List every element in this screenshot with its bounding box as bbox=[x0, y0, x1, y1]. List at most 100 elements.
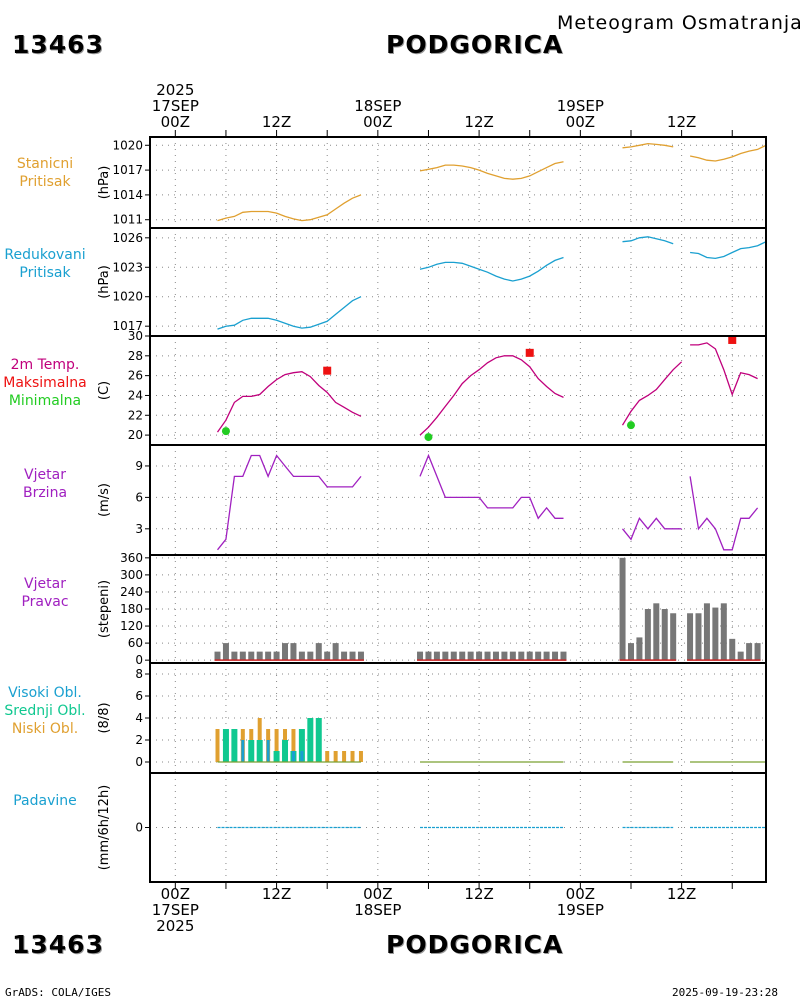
series-line bbox=[419, 256, 564, 282]
series-line bbox=[217, 194, 362, 222]
wind-direction-bar bbox=[653, 603, 660, 661]
cloud-bar bbox=[298, 729, 305, 762]
tmin-marker bbox=[626, 421, 635, 430]
y-tick-label: 9 bbox=[135, 459, 143, 473]
cloud-bar bbox=[315, 718, 322, 762]
y-tick-label: 0 bbox=[135, 653, 143, 667]
meteogram-title: Meteogram Osmatranja bbox=[557, 12, 800, 34]
series-line bbox=[216, 454, 362, 551]
cloud-bar bbox=[282, 740, 289, 762]
wind-direction-bar bbox=[687, 613, 694, 661]
wind-direction-bar bbox=[729, 638, 736, 661]
panel-frame bbox=[149, 136, 767, 229]
station-name-bottom: PODGORICA bbox=[386, 930, 564, 959]
wind-direction-bar bbox=[560, 651, 567, 661]
wind-direction-bar bbox=[222, 643, 229, 661]
time-label: 18SEP 00Z bbox=[338, 98, 418, 130]
panel-label-line: Brzina bbox=[22, 485, 68, 501]
wind-direction-bar bbox=[282, 643, 289, 661]
panel-label-wind-direction: Vjetar Pravac bbox=[0, 575, 90, 611]
wind-direction-bar bbox=[501, 651, 508, 661]
tmax-marker bbox=[525, 348, 534, 357]
cloud-bar bbox=[241, 740, 245, 762]
wind-direction-bar bbox=[644, 609, 651, 661]
tmin-marker bbox=[221, 427, 230, 436]
panel-label-line: Padavine bbox=[13, 793, 77, 809]
y-tick-label: 8 bbox=[135, 667, 143, 681]
y-tick-label: 24 bbox=[128, 388, 143, 402]
panel-label-line: Minimalna bbox=[8, 393, 82, 409]
panel-label-temperature: 2m Temp. Maksimalna Minimalna bbox=[0, 356, 90, 410]
y-tick-label: 1014 bbox=[112, 188, 143, 202]
y-tick-label: 1020 bbox=[112, 290, 143, 304]
wind-direction-bar bbox=[627, 643, 634, 661]
series-line bbox=[690, 241, 767, 260]
y-unit-label: (8/8) bbox=[97, 702, 112, 733]
wind-direction-bar bbox=[239, 651, 246, 661]
panel-wind-direction: 0 60 120 180 240 300 360 (stepeni) bbox=[97, 551, 767, 667]
cloud-bar bbox=[266, 740, 270, 762]
y-tick-label: 1017 bbox=[112, 163, 143, 177]
wind-direction-bar bbox=[661, 609, 668, 661]
wind-direction-bar bbox=[636, 637, 643, 661]
y-tick-label: 26 bbox=[128, 369, 143, 383]
time-label: 12Z bbox=[642, 886, 722, 902]
panel-label-line: Visoki Obl. bbox=[8, 685, 82, 701]
wind-direction-bar bbox=[712, 607, 719, 661]
time-label: 19SEP 00Z bbox=[540, 98, 620, 130]
panel-temperature: 20 22 24 26 28 30 (C) bbox=[97, 329, 767, 446]
y-tick-label: 1026 bbox=[112, 231, 143, 245]
cloud-bar bbox=[291, 729, 296, 762]
footer-timestamp: 2025-09-19-23:28 bbox=[672, 986, 778, 999]
wind-direction-bar bbox=[450, 651, 457, 661]
wind-direction-bar bbox=[256, 651, 263, 661]
time-label-line: 17SEP bbox=[151, 901, 199, 919]
time-label: 2025 17SEP 00Z bbox=[135, 82, 215, 130]
time-label-line: 00Z bbox=[565, 885, 596, 903]
wind-direction-bar bbox=[509, 651, 516, 661]
series-line bbox=[217, 296, 362, 330]
y-unit-label: (hPa) bbox=[97, 166, 112, 200]
cloud-bar bbox=[358, 751, 363, 762]
panel-clouds: 0 2 4 6 8 (8/8) bbox=[97, 662, 767, 774]
y-unit-label: (stepeni) bbox=[97, 580, 112, 638]
y-tick-label: 2 bbox=[135, 733, 143, 747]
wind-direction-bar bbox=[484, 651, 491, 661]
panel-label-line: Pritisak bbox=[19, 265, 71, 281]
series-line bbox=[419, 161, 564, 180]
tmin-marker bbox=[424, 433, 433, 442]
wind-direction-bar bbox=[324, 651, 331, 661]
series-line bbox=[689, 144, 767, 162]
time-label-line: 12Z bbox=[261, 885, 292, 903]
wind-direction-bar bbox=[315, 643, 322, 661]
cloud-bar bbox=[300, 751, 304, 762]
y-tick-label: 0 bbox=[135, 755, 143, 769]
series-line bbox=[690, 342, 758, 397]
panel-label-line: 2m Temp. bbox=[10, 357, 80, 373]
panel-reduced-pressure: 1017 1020 1023 1026 (hPa) bbox=[97, 227, 767, 337]
panel-frame bbox=[149, 444, 767, 556]
time-label-line: 12Z bbox=[666, 113, 697, 131]
series-line bbox=[622, 142, 674, 149]
y-tick-label: 120 bbox=[120, 619, 143, 633]
wind-direction-bar bbox=[442, 651, 449, 661]
y-tick-label: 1011 bbox=[112, 213, 143, 227]
time-label-line: 00Z bbox=[565, 113, 596, 131]
panel-label-line: Niski Obl. bbox=[11, 721, 79, 737]
wind-direction-bar bbox=[341, 651, 348, 661]
cloud-bar bbox=[273, 751, 280, 762]
station-name-top: PODGORICA bbox=[386, 30, 564, 59]
wind-direction-bar bbox=[433, 651, 440, 661]
cloud-bar bbox=[215, 729, 220, 762]
wind-direction-bar bbox=[543, 651, 550, 661]
panel-label-line: Redukovani bbox=[4, 247, 86, 263]
cloud-bar bbox=[325, 751, 330, 762]
panel-station-pressure: 1011 1014 1017 1020(hPa) bbox=[97, 136, 767, 229]
series-line bbox=[689, 476, 759, 551]
wind-direction-bar bbox=[619, 557, 626, 661]
time-label-line: 18SEP bbox=[354, 97, 402, 115]
cloud-bar bbox=[256, 740, 263, 762]
series-line bbox=[216, 371, 362, 433]
time-label-line: 12Z bbox=[464, 885, 494, 903]
series-line bbox=[419, 453, 564, 520]
